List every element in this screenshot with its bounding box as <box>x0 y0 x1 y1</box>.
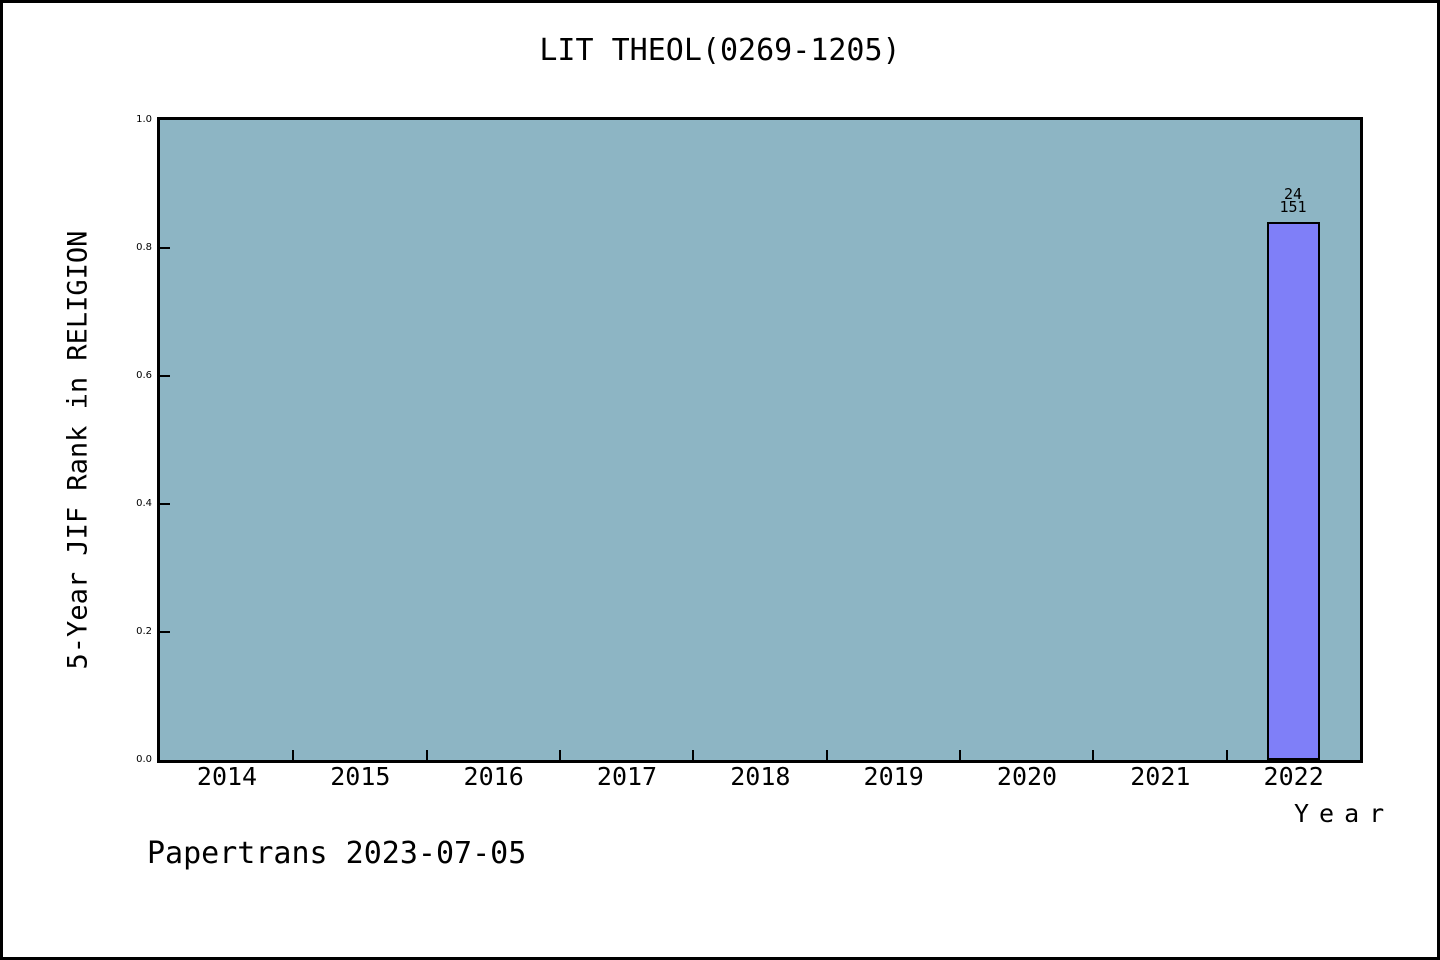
y-tick-label: 0.6 <box>136 370 152 381</box>
y-tick-mark <box>160 631 170 633</box>
annotation-rank: 24 <box>1283 185 1303 203</box>
x-tick-label: 2015 <box>330 762 391 791</box>
x-tick-label: 2018 <box>730 762 791 791</box>
x-tick-mark <box>692 750 695 760</box>
x-tick-mark <box>292 750 295 760</box>
x-tick-label: 2021 <box>1130 762 1191 791</box>
bar-annotation-2022: 24 151 <box>1243 185 1343 216</box>
x-tick-label: 2017 <box>596 762 658 791</box>
footer-watermark: Papertrans 2023-07-05 <box>147 836 527 871</box>
x-tick-mark <box>425 750 428 760</box>
x-tick-mark <box>559 750 561 760</box>
x-tick-mark <box>1225 750 1228 760</box>
y-tick-label: 1.0 <box>136 114 152 125</box>
y-tick-label: 0.0 <box>136 754 152 765</box>
y-tick-label: 0.8 <box>136 242 152 253</box>
y-tick-mark <box>160 247 170 249</box>
x-tick-mark <box>825 750 828 760</box>
x-tick-label: 2022 <box>1263 762 1324 791</box>
x-tick-label: 2016 <box>463 762 524 791</box>
y-tick-label: 0.2 <box>136 626 152 637</box>
plot-area: 24 151 <box>157 117 1363 763</box>
bar-2022 <box>1267 222 1320 760</box>
y-tick-mark <box>160 375 170 377</box>
x-axis-label: Year <box>1294 799 1395 828</box>
annotation-total: 151 <box>1279 198 1307 216</box>
chart-title: LIT THEOL(0269-1205) <box>539 33 901 68</box>
x-tick-label: 2019 <box>863 762 924 791</box>
x-tick-label: 2014 <box>196 762 258 791</box>
x-tick-label: 2020 <box>996 762 1058 791</box>
x-tick-mark <box>959 750 961 760</box>
x-tick-mark <box>1092 750 1095 760</box>
y-axis-label: 5-Year JIF Rank in RELIGION <box>62 230 94 670</box>
y-tick-label: 0.4 <box>136 498 152 509</box>
y-tick-mark <box>160 503 170 505</box>
